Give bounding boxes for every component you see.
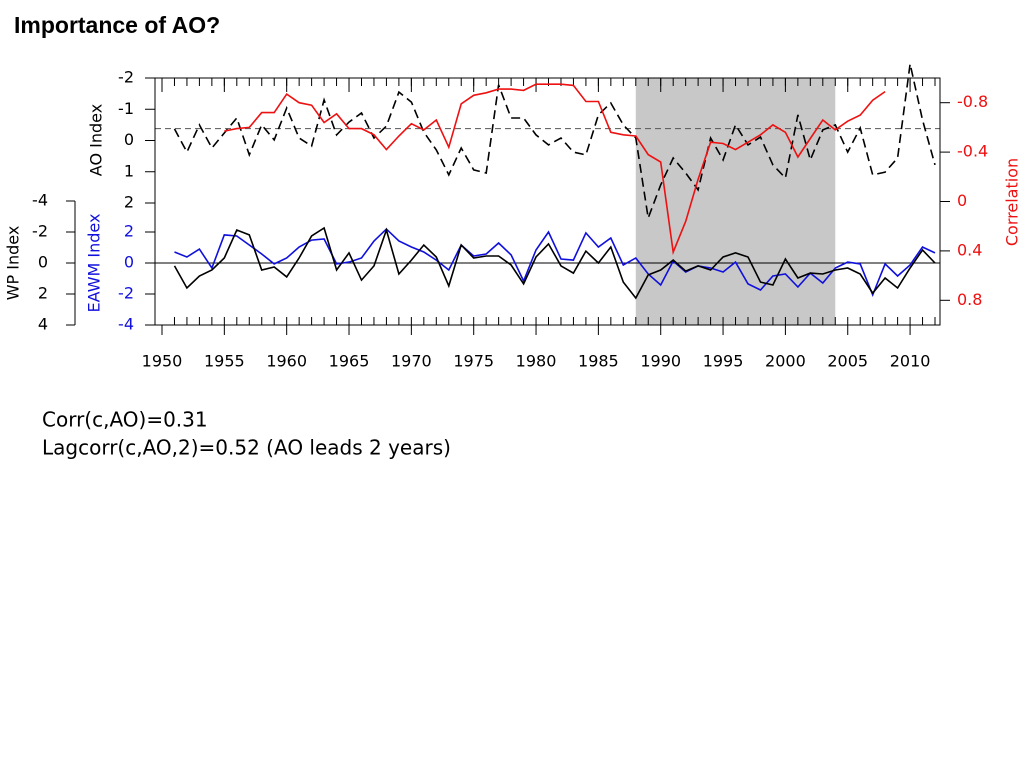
x-tick-label: 1965 — [329, 352, 370, 371]
y-tick-label: 0 — [124, 130, 134, 149]
y4-tick-label: -4 — [32, 191, 48, 210]
annotation: Lagcorr(c,AO,2)=0.52 (AO leads 2 years) — [42, 436, 451, 460]
y2-tick-label: 0.4 — [957, 240, 982, 259]
y2-axis-label: Correlation — [1003, 158, 1022, 246]
y2-tick-label: 0 — [957, 191, 967, 210]
y4-tick-label: 4 — [38, 315, 48, 334]
series-line — [174, 227, 936, 298]
x-tick-label: 1960 — [266, 352, 307, 371]
x-tick-label: 2005 — [827, 352, 868, 371]
x-tick-label: 2010 — [890, 352, 931, 371]
x-tick-label: 2000 — [765, 352, 806, 371]
y2-tick-label: 0.8 — [957, 290, 982, 309]
series-line — [224, 83, 886, 256]
y-tick-label: 2 — [124, 193, 134, 212]
y3-tick-label: -4 — [118, 315, 134, 334]
y3-axis-label: EAWM Index — [85, 214, 104, 313]
y-tick-label: -1 — [118, 99, 134, 118]
shaded-period — [635, 78, 836, 325]
x-tick-label: 1975 — [453, 352, 494, 371]
y4-tick-label: 2 — [38, 284, 48, 303]
y4-axis-label: WP Index — [4, 226, 23, 301]
y-tick-label: -2 — [118, 68, 134, 87]
slide-title: Importance of AO? — [14, 12, 220, 38]
y4-tick-label: -2 — [32, 222, 48, 241]
x-tick-label: 1995 — [703, 352, 744, 371]
y3-tick-label: 0 — [124, 253, 134, 272]
y3-tick-label: -2 — [118, 284, 134, 303]
y-axis-label: AO Index — [87, 104, 106, 176]
y3-tick-label: 2 — [124, 222, 134, 241]
x-tick-label: 1990 — [640, 352, 681, 371]
x-tick-label: 1985 — [578, 352, 619, 371]
series-line — [173, 63, 936, 222]
y2-tick-label: -0.8 — [957, 92, 988, 111]
x-tick-label: 1980 — [516, 352, 557, 371]
y2-tick-label: -0.4 — [957, 142, 988, 161]
series-line — [173, 226, 936, 300]
y4-tick-label: 0 — [38, 253, 48, 272]
x-tick-label: 1955 — [204, 352, 245, 371]
x-tick-label: 1950 — [142, 352, 183, 371]
annotation: Corr(c,AO)=0.31 — [42, 408, 208, 432]
x-tick-label: 1970 — [391, 352, 432, 371]
y-tick-label: 1 — [124, 161, 134, 180]
plot-area: 1950 1955 1960 1965 1970 1975 1980 1985 1990 1995… — [4, 63, 1022, 371]
